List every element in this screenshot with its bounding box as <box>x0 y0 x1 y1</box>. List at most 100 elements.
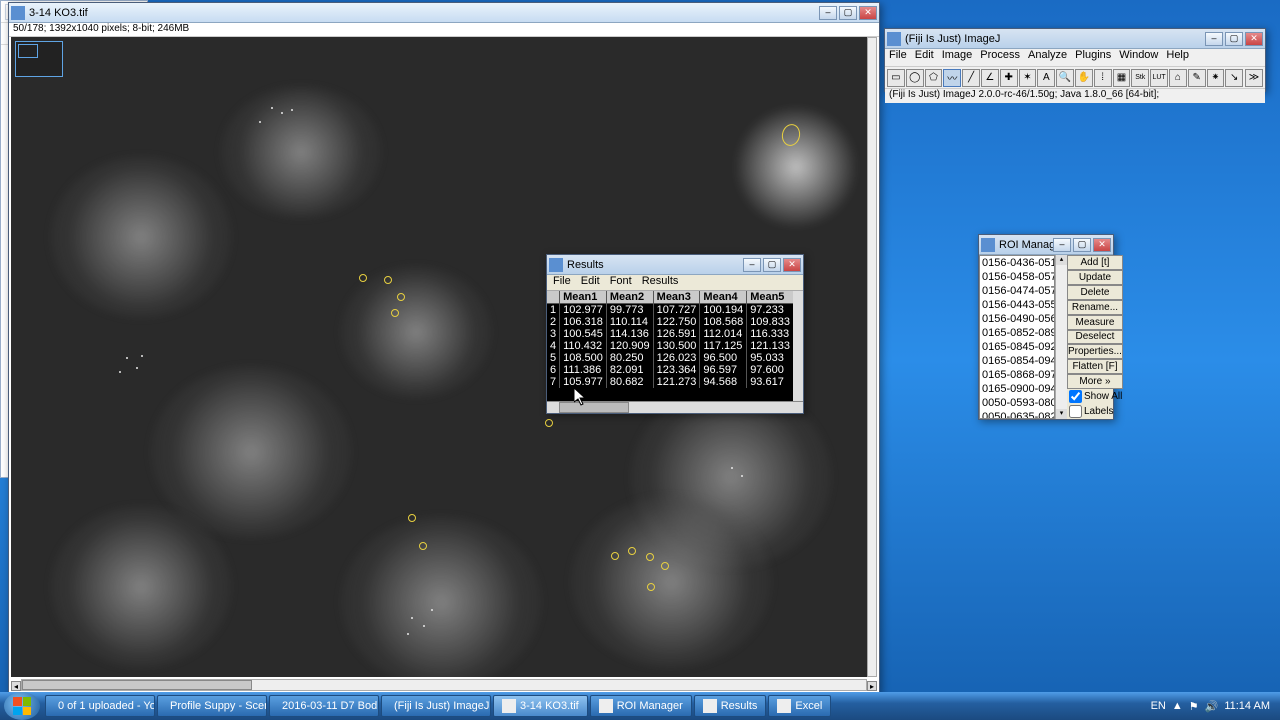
menu-image[interactable]: Image <box>942 49 973 66</box>
taskbar-item[interactable]: ROI Manager <box>590 695 692 717</box>
roi-marker[interactable] <box>384 276 392 284</box>
roi-list-item[interactable]: 0156-0474-0574 <box>980 284 1054 298</box>
roi-marker[interactable] <box>628 547 636 555</box>
scroll-right-arrow[interactable]: ▸ <box>867 681 877 691</box>
roi-marker[interactable] <box>646 553 654 561</box>
roi-list-item[interactable]: 0156-0443-0557 <box>980 298 1054 312</box>
table-row[interactable]: 6111.38682.091123.36496.59797.600 <box>547 364 793 376</box>
roi-marker[interactable] <box>419 542 427 550</box>
close-button[interactable]: ✕ <box>1245 32 1263 46</box>
roi-marker[interactable] <box>397 293 405 301</box>
close-button[interactable]: ✕ <box>783 258 801 272</box>
tool-spray[interactable]: ⁕ <box>1207 69 1225 87</box>
maximize-button[interactable]: ▢ <box>1225 32 1243 46</box>
roi-marker[interactable] <box>661 562 669 570</box>
menu-file[interactable]: File <box>889 49 907 66</box>
tool-arrow[interactable]: ↘ <box>1225 69 1243 87</box>
tool-angle[interactable]: ∠ <box>981 69 999 87</box>
menu-window[interactable]: Window <box>1119 49 1158 66</box>
roi-list-scrollbar[interactable]: ▴▾ <box>1055 255 1067 419</box>
tray-icon[interactable]: ⚑ <box>1189 700 1199 713</box>
table-row[interactable]: 7105.97780.682121.27394.56893.617 <box>547 376 793 388</box>
roi-list-item[interactable]: 0156-0490-0564 <box>980 312 1054 326</box>
table-row[interactable]: 5108.50080.250126.02396.50095.033 <box>547 352 793 364</box>
tool-hand[interactable]: ✋ <box>1075 69 1093 87</box>
roi-rename-button[interactable]: Rename... <box>1067 300 1123 315</box>
tray-icon[interactable]: 🔊 <box>1205 700 1219 713</box>
roi-list-item[interactable]: 0156-0436-0519 <box>980 256 1054 270</box>
tool-wand[interactable]: ✶ <box>1019 69 1037 87</box>
tool-rectangle[interactable]: ▭ <box>887 69 905 87</box>
column-header[interactable]: Mean2 <box>606 291 653 304</box>
roi-flatten-f-button[interactable]: Flatten [F] <box>1067 359 1123 374</box>
tool-dropper[interactable]: ⁞ <box>1094 69 1112 87</box>
clock[interactable]: 11:14 AM <box>1224 701 1270 712</box>
horizontal-scrollbar[interactable] <box>21 679 867 691</box>
tool-zoom[interactable]: 🔍 <box>1056 69 1074 87</box>
roi-more-button[interactable]: More » <box>1067 374 1123 389</box>
column-header[interactable]: Mean3 <box>653 291 700 304</box>
show-all-checkbox[interactable]: Show All <box>1067 389 1123 404</box>
column-header[interactable]: Mean5 <box>747 291 794 304</box>
system-tray[interactable]: EN ▲ ⚑ 🔊 11:14 AM <box>1145 700 1276 713</box>
roi-marker[interactable] <box>408 514 416 522</box>
tool-polygon[interactable]: ⬠ <box>925 69 943 87</box>
roi-properties-button[interactable]: Properties... <box>1067 344 1123 359</box>
image-window-titlebar[interactable]: 3-14 KO3.tif – ▢ ✕ <box>9 3 879 23</box>
roi-list-item[interactable]: 0165-0868-0971 <box>980 368 1054 382</box>
roi-marker[interactable] <box>545 419 553 427</box>
menu-edit[interactable]: Edit <box>581 275 600 290</box>
roi-list[interactable]: 0156-0436-05190156-0458-05750156-0474-05… <box>979 255 1055 419</box>
results-titlebar[interactable]: Results – ▢ ✕ <box>547 255 803 275</box>
menu-analyze[interactable]: Analyze <box>1028 49 1067 66</box>
menu-file[interactable]: File <box>553 275 571 290</box>
roi-list-item[interactable]: 0050-0593-0801 <box>980 396 1054 410</box>
results-hscroll[interactable] <box>547 401 803 413</box>
taskbar-item[interactable]: (Fiji Is Just) ImageJ <box>381 695 491 717</box>
roi-marker[interactable] <box>391 309 399 317</box>
menu-help[interactable]: Help <box>1166 49 1189 66</box>
tray-icon[interactable]: ▲ <box>1172 700 1183 712</box>
overview-thumbnail[interactable] <box>15 41 63 77</box>
minimize-button[interactable]: – <box>819 6 837 20</box>
table-row[interactable]: 2106.318110.114122.750108.568109.833 <box>547 316 793 328</box>
menu-font[interactable]: Font <box>610 275 632 290</box>
lang-indicator[interactable]: EN <box>1151 700 1166 712</box>
minimize-button[interactable]: – <box>743 258 761 272</box>
roi-marker[interactable] <box>359 274 367 282</box>
tool-a[interactable]: ⌂ <box>1169 69 1187 87</box>
tool-freehand[interactable]: 〰 <box>943 69 961 87</box>
column-header[interactable] <box>547 291 560 304</box>
tool-oval[interactable]: ◯ <box>906 69 924 87</box>
minimize-button[interactable]: – <box>1205 32 1223 46</box>
roi-deselectbutton[interactable]: Deselect <box>1067 330 1123 345</box>
tool-lut[interactable]: LUT <box>1150 69 1168 87</box>
tool-brush[interactable]: ✎ <box>1188 69 1206 87</box>
menu-process[interactable]: Process <box>980 49 1020 66</box>
taskbar-item[interactable]: Profile Suppy - Scen... <box>157 695 267 717</box>
tool-stk[interactable]: Stk <box>1131 69 1149 87</box>
roi-list-item[interactable]: 0165-0852-0896 <box>980 326 1054 340</box>
results-vscroll[interactable] <box>793 291 803 401</box>
menu-results[interactable]: Results <box>642 275 679 290</box>
column-header[interactable]: Mean4 <box>700 291 747 304</box>
labels-checkbox[interactable]: Labels <box>1067 404 1123 419</box>
table-row[interactable]: 3100.545114.136126.591112.014116.333 <box>547 328 793 340</box>
tool-point[interactable]: ✚ <box>1000 69 1018 87</box>
taskbar-item[interactable]: 2016-03-11 D7 Bodip... <box>269 695 379 717</box>
scroll-left-arrow[interactable]: ◂ <box>11 681 21 691</box>
roi-marker[interactable] <box>647 583 655 591</box>
roi-measurebutton[interactable]: Measure <box>1067 315 1123 330</box>
taskbar-item[interactable]: 0 of 1 uploaded - Yo... <box>45 695 155 717</box>
taskbar-item[interactable]: Results <box>694 695 767 717</box>
roi-updatebutton[interactable]: Update <box>1067 270 1123 285</box>
table-row[interactable]: 1102.97799.773107.727100.19497.233 <box>547 304 793 317</box>
tool-line[interactable]: ╱ <box>962 69 980 87</box>
taskbar-item[interactable]: 3-14 KO3.tif <box>493 695 588 717</box>
tool-text[interactable]: A <box>1037 69 1055 87</box>
maximize-button[interactable]: ▢ <box>763 258 781 272</box>
roi-list-item[interactable]: 0156-0458-0575 <box>980 270 1054 284</box>
table-row[interactable]: 4110.432120.909130.500117.125121.133 <box>547 340 793 352</box>
minimize-button[interactable]: – <box>1053 238 1071 252</box>
tool-dev[interactable]: ▦ <box>1113 69 1131 87</box>
